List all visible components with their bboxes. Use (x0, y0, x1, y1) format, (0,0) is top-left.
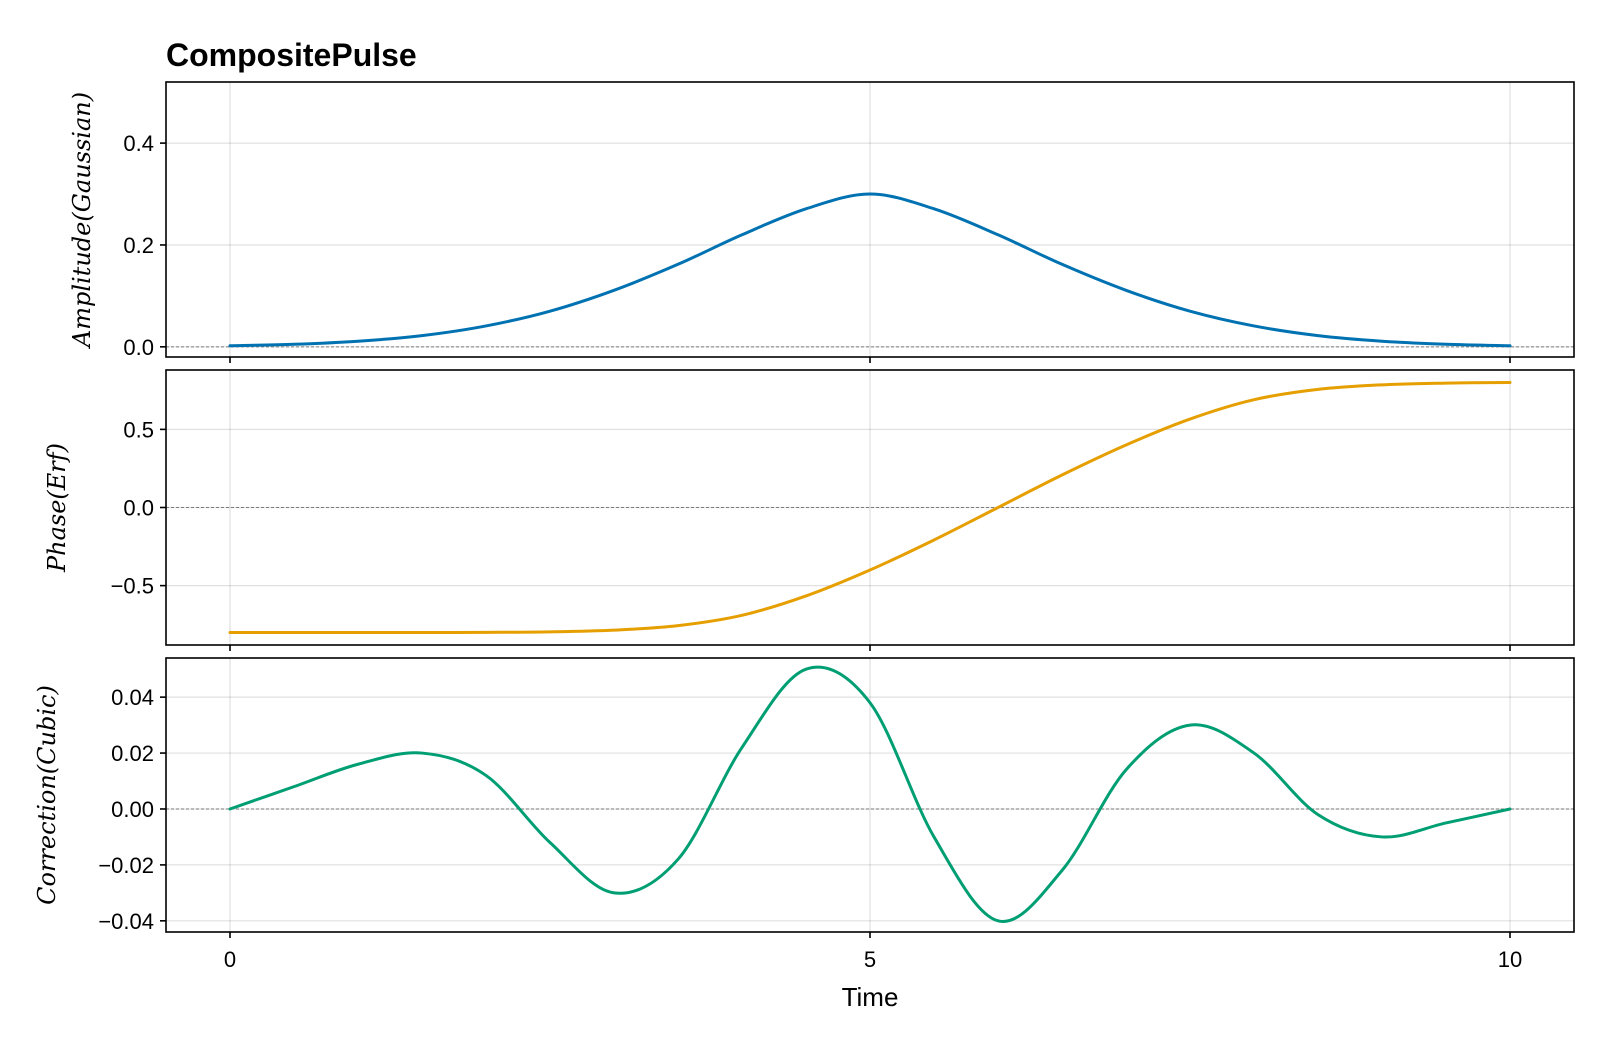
panel-frame (165, 81, 1575, 358)
y-tick-label: −0.02 (98, 853, 154, 878)
x-tick-label: 10 (1498, 947, 1522, 972)
chart-title: CompositePulse (166, 37, 417, 73)
y-tick-label: 0.0 (123, 335, 154, 360)
y-tick-label: 0.5 (123, 417, 154, 442)
y-axis-label-1: Amplitude(Gaussian) (68, 92, 96, 349)
panels-group: 0.0 0.2 0.4 Amplitude(Gaussian) −0.5 0.0 0.5 Ph… (33, 81, 1575, 972)
x-tick-label: 5 (864, 947, 876, 972)
y-axis-label-3: Correction(Cubic) (33, 685, 61, 905)
series-line-3 (228, 665, 1512, 923)
y-tick-label: 0.2 (123, 233, 154, 258)
x-tick-label: 0 (224, 947, 236, 972)
y-tick-label: 0.02 (111, 741, 154, 766)
series-line-2 (228, 381, 1512, 635)
y-tick-label: 0.4 (123, 131, 154, 156)
panel-frame (165, 657, 1575, 933)
panel-frame (165, 369, 1575, 646)
x-axis-label: Time (842, 982, 899, 1012)
y-tick-label: 0.00 (111, 797, 154, 822)
y-axis-label-2: Phase(Erf) (43, 443, 71, 573)
y-tick-label: 0.0 (123, 496, 154, 521)
series-line-1 (228, 192, 1512, 348)
y-tick-label: 0.04 (111, 685, 154, 710)
panel-2: −0.5 0.0 0.5 Phase(Erf) (43, 369, 1575, 651)
y-tick-label: −0.04 (98, 909, 154, 934)
y-tick-label: −0.5 (111, 574, 154, 599)
panel-3: −0.04 −0.02 0.00 0.02 0.04 Correction(Cubic) (33, 657, 1575, 938)
panel-1: 0.0 0.2 0.4 Amplitude(Gaussian) (68, 81, 1575, 363)
